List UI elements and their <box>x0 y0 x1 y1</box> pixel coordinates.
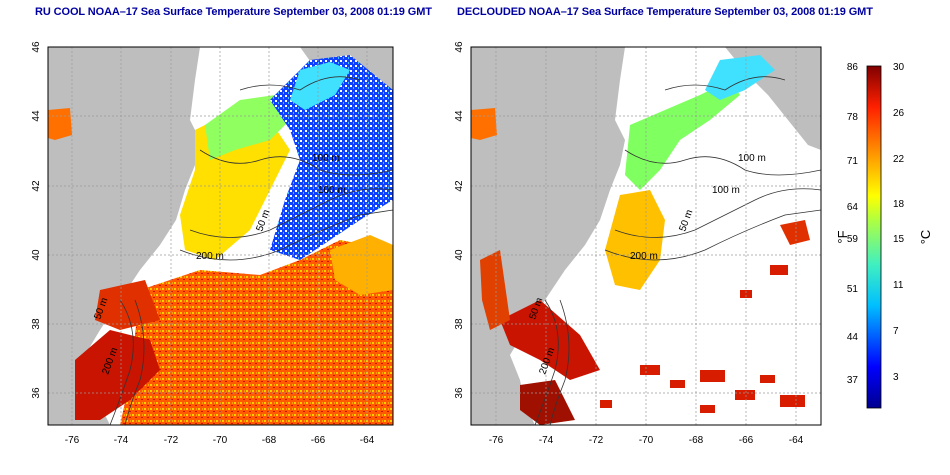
fahrenheit-unit-label: °F <box>835 230 850 243</box>
lon-tick-label: -72 <box>164 435 179 446</box>
lat-tick-label: 38 <box>31 318 42 330</box>
lon-tick-label: -76 <box>489 435 504 446</box>
fahrenheit-tick: 71 <box>847 156 859 167</box>
contour-label: 100 m <box>738 153 766 164</box>
fahrenheit-tick: 44 <box>847 332 859 343</box>
lon-tick-label: -74 <box>114 435 129 446</box>
lon-tick-label: -66 <box>311 435 326 446</box>
lon-tick-label: -64 <box>360 435 375 446</box>
slope-cyan-water <box>290 62 350 110</box>
colorbar: 86 78 71 64 59 51 44 37 30 26 22 18 15 1… <box>835 62 933 409</box>
fahrenheit-tick: 37 <box>847 375 859 386</box>
contour-label: 200 m <box>196 251 224 262</box>
fahrenheit-tick: 59 <box>847 234 859 245</box>
right-map: 100 m 100 m 50 m 200 m 50 m 200 m -76 -7… <box>454 41 822 446</box>
left-map-frame <box>47 46 394 426</box>
lon-tick-label: -74 <box>539 435 554 446</box>
lat-tick-label: 40 <box>454 249 465 261</box>
southern-warm-patch <box>520 380 575 425</box>
lat-tick-label: 46 <box>454 41 465 53</box>
scattered-warm-pixels <box>600 265 805 413</box>
land-area <box>48 47 200 425</box>
lon-tick-label: -66 <box>739 435 754 446</box>
nw-warm-patch <box>48 108 72 140</box>
lat-tick-label: 44 <box>454 110 465 122</box>
offshore-yellow-patch <box>330 235 393 295</box>
graticule <box>48 47 393 425</box>
bathymetry-contours <box>534 76 821 425</box>
bathymetry-contours <box>109 76 393 425</box>
contour-label: 100 m <box>318 185 346 196</box>
celsius-tick: 11 <box>893 280 904 291</box>
lon-tick-label: -76 <box>65 435 80 446</box>
offshore-warm-patch <box>780 220 810 245</box>
fahrenheit-tick: 86 <box>847 62 859 73</box>
colorbar-gradient <box>866 65 882 409</box>
gulf-stream-band <box>500 300 600 380</box>
celsius-tick: 22 <box>893 154 905 165</box>
lat-tick-label: 36 <box>31 387 42 399</box>
lat-tick-label: 38 <box>454 318 465 330</box>
gulf-stream-band <box>75 330 160 420</box>
warm-water-region <box>120 240 393 425</box>
graticule <box>471 47 821 425</box>
lon-tick-label: -70 <box>639 435 654 446</box>
lat-tick-label: 40 <box>31 249 42 261</box>
left-map-title: RU COOL NOAA–17 Sea Surface Temperature … <box>35 6 432 18</box>
shelf-cool-water <box>180 110 290 260</box>
lon-tick-label: -70 <box>213 435 228 446</box>
celsius-tick: 18 <box>893 199 905 210</box>
celsius-tick: 26 <box>893 108 905 119</box>
lon-tick-label: -68 <box>689 435 704 446</box>
fahrenheit-tick: 64 <box>847 202 859 213</box>
nw-warm-patch <box>471 108 497 140</box>
contour-label: 100 m <box>312 153 340 164</box>
fahrenheit-tick: 51 <box>847 284 859 295</box>
lon-tick-label: -72 <box>589 435 604 446</box>
lon-tick-label: -68 <box>262 435 277 446</box>
celsius-tick: 15 <box>893 234 905 245</box>
lat-tick-label: 46 <box>31 41 42 53</box>
right-map-title: DECLOUDED NOAA–17 Sea Surface Temperatur… <box>457 6 873 18</box>
celsius-tick: 3 <box>893 372 899 383</box>
offshore-warm-band <box>95 280 160 330</box>
left-map: 100 m 100 m 50 m 200 m 50 m 200 m -76 -7… <box>31 41 394 446</box>
lat-tick-label: 44 <box>31 110 42 122</box>
lat-tick-label: 42 <box>454 180 465 192</box>
lat-tick-label: 42 <box>31 180 42 192</box>
coastal-warm-water <box>480 250 510 330</box>
celsius-unit-label: °C <box>918 230 933 245</box>
celsius-tick: 7 <box>893 326 899 337</box>
contour-label: 200 m <box>630 251 658 262</box>
celsius-tick: 30 <box>893 62 905 73</box>
shelf-cool-water <box>605 190 665 290</box>
lat-tick-label: 36 <box>454 387 465 399</box>
contour-label: 100 m <box>712 185 740 196</box>
slope-cyan-water <box>705 55 775 100</box>
lon-tick-label: -64 <box>789 435 804 446</box>
right-map-frame <box>470 46 822 426</box>
fahrenheit-tick: 78 <box>847 112 859 123</box>
